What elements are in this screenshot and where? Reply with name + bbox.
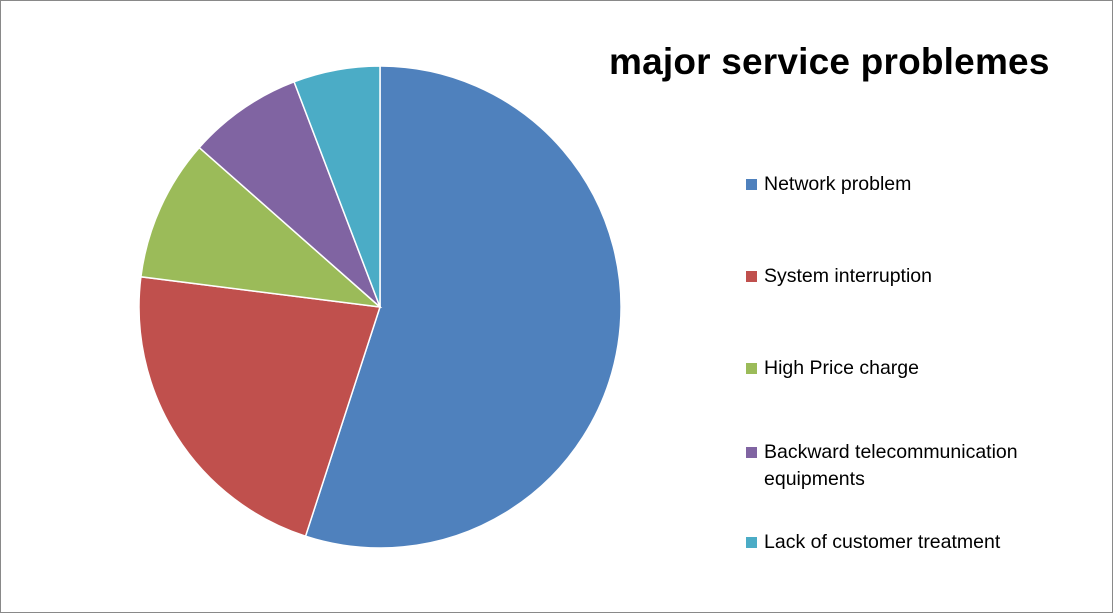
legend-item: Network problem xyxy=(746,171,1106,198)
legend-swatch xyxy=(746,271,757,282)
pie-slice-backward-telecommunication-equipments xyxy=(198,80,381,308)
pie-slice-network-problem xyxy=(304,65,622,549)
legend-swatch xyxy=(746,363,757,374)
pie-slice-system-interruption xyxy=(138,275,381,538)
legend-item: System interruption xyxy=(746,263,1106,290)
pie-slice-high-price-charge xyxy=(140,146,383,309)
legend-item: Backward telecommunication equipments xyxy=(746,439,1106,493)
legend-swatch xyxy=(746,179,757,190)
legend-swatch xyxy=(746,537,757,548)
legend-label: System interruption xyxy=(764,265,932,287)
legend-swatch xyxy=(746,447,757,458)
legend-item: High Price charge xyxy=(746,355,1106,382)
legend-label: Network problem xyxy=(764,173,912,195)
legend-label: Backward telecommunication equipments xyxy=(764,441,1018,490)
legend-label: Lack of customer treatment xyxy=(764,531,1001,553)
chart-title: major service problemes xyxy=(609,41,1050,82)
legend-item: Lack of customer treatment xyxy=(746,529,1106,556)
pie-slice-lack-of-customer-treatment xyxy=(293,65,381,308)
legend-label: High Price charge xyxy=(764,357,919,379)
